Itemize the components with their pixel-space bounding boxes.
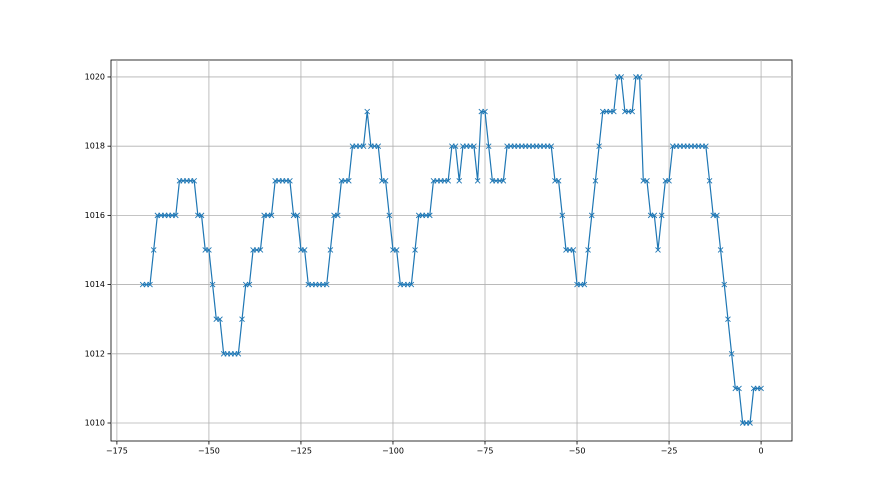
y-tick-label: 1020 <box>85 72 105 81</box>
data-marker <box>644 177 650 184</box>
data-marker <box>658 212 665 219</box>
data-marker <box>747 420 753 426</box>
data-marker <box>592 177 599 184</box>
data-marker <box>703 143 709 149</box>
data-marker <box>172 212 179 219</box>
data-marker <box>382 177 389 184</box>
x-tick-label: −100 <box>382 447 404 456</box>
data-marker <box>482 108 488 115</box>
data-marker <box>758 385 764 392</box>
data-marker <box>386 212 393 219</box>
data-marker <box>393 247 400 253</box>
data-marker <box>629 108 636 115</box>
x-tick-label: −175 <box>106 447 128 456</box>
y-tick-label: 1010 <box>85 419 105 428</box>
data-marker <box>408 281 415 288</box>
data-marker <box>611 108 617 115</box>
data-marker <box>588 212 595 219</box>
data-marker <box>736 385 742 392</box>
data-marker <box>471 143 477 149</box>
data-marker <box>728 350 735 357</box>
x-tick-label: −125 <box>290 447 312 456</box>
data-marker <box>721 281 728 288</box>
data-marker <box>500 177 507 184</box>
data-marker <box>217 316 223 323</box>
data-marker <box>327 247 334 253</box>
data-marker <box>725 316 731 323</box>
data-marker <box>323 281 330 288</box>
data-marker <box>375 143 382 149</box>
y-tick-label: 1018 <box>85 142 105 151</box>
data-marker <box>706 177 713 184</box>
data-marker <box>651 212 658 219</box>
data-marker <box>206 247 212 253</box>
data-marker <box>301 247 308 253</box>
y-tick-label: 1012 <box>85 349 105 358</box>
data-marker <box>360 143 367 149</box>
data-marker <box>426 212 433 219</box>
data-marker <box>235 350 242 357</box>
data-marker <box>636 74 643 80</box>
x-tick-label: −50 <box>569 447 586 456</box>
data-marker <box>474 177 481 184</box>
data-marker <box>559 212 566 219</box>
data-marker <box>287 177 293 184</box>
data-marker <box>150 247 157 253</box>
data-marker <box>596 143 602 149</box>
data-marker <box>555 177 562 184</box>
data-marker <box>412 247 418 253</box>
data-marker <box>452 143 459 149</box>
data-marker <box>334 212 341 219</box>
y-tick-label: 1014 <box>85 280 105 289</box>
data-marker <box>198 212 205 219</box>
data-marker <box>445 177 452 184</box>
data-marker <box>585 247 591 253</box>
data-marker <box>570 247 577 253</box>
data-marker <box>364 108 371 115</box>
data-marker <box>191 177 198 184</box>
data-marker <box>239 316 245 323</box>
data-marker <box>618 74 625 80</box>
data-marker <box>485 143 492 149</box>
data-marker <box>209 281 216 288</box>
y-tick-label: 1016 <box>85 211 105 220</box>
data-marker <box>581 281 588 288</box>
data-marker <box>294 212 301 219</box>
data-line <box>142 76 762 424</box>
data-marker <box>268 212 275 219</box>
x-tick-label: 0 <box>759 447 764 456</box>
data-marker <box>147 281 153 288</box>
x-tick-label: −75 <box>477 447 494 456</box>
data-marker <box>246 281 253 288</box>
data-marker <box>548 143 555 149</box>
data-marker <box>714 212 720 219</box>
x-tick-label: −150 <box>198 447 220 456</box>
axes-frame <box>110 59 793 442</box>
x-tick-label: −25 <box>661 447 678 456</box>
data-marker <box>666 177 672 184</box>
data-marker <box>655 247 661 253</box>
data-marker <box>345 177 352 184</box>
data-marker <box>456 177 463 184</box>
data-marker <box>717 247 724 253</box>
data-marker <box>257 247 264 253</box>
